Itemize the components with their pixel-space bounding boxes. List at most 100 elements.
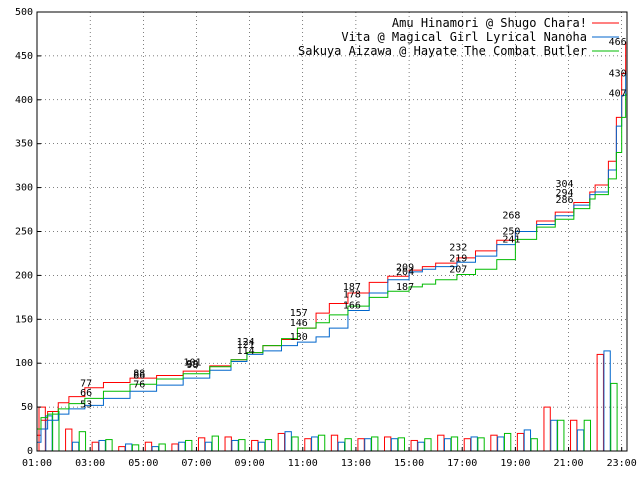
- y-tick-label: 350: [15, 139, 33, 150]
- hourly-bar: [576, 429, 585, 452]
- hourly-bar: [417, 441, 425, 452]
- hourly-bar: [251, 439, 259, 452]
- x-tick-label: 23:00: [607, 458, 637, 469]
- hourly-bar: [71, 441, 80, 452]
- grid: [37, 12, 627, 451]
- data-label: 124: [237, 337, 255, 348]
- data-label: 66: [80, 388, 92, 399]
- hourly-bar: [550, 419, 558, 452]
- hourly-bar: [197, 437, 206, 452]
- hourly-bar: [311, 436, 319, 452]
- hourly-bar: [516, 432, 525, 452]
- x-tick-label: 17:00: [447, 458, 477, 469]
- plot-frame: [36, 11, 628, 452]
- hourly-bar: [291, 436, 299, 452]
- hourly-bar: [277, 432, 286, 452]
- hourly-bar: [131, 444, 140, 452]
- data-label: 209: [396, 262, 414, 273]
- y-tick-label: 50: [21, 402, 33, 413]
- data-label: 466: [609, 37, 627, 48]
- hourly-bar: [264, 439, 273, 452]
- hourly-bar: [371, 436, 379, 452]
- data-label: 268: [502, 211, 520, 222]
- hourly-bar: [45, 415, 53, 452]
- series-line: [37, 73, 627, 443]
- y-tick-label: 150: [15, 314, 33, 325]
- x-tick-label: 05:00: [128, 458, 158, 469]
- data-label: 98: [186, 360, 198, 371]
- data-label: 157: [290, 308, 308, 319]
- series-line: [37, 41, 627, 436]
- hourly-bar: [557, 419, 565, 452]
- hourly-bar: [390, 438, 399, 452]
- data-label: 86: [133, 370, 145, 381]
- legend-label: Amu Hinamori @ Shugo Chara!: [392, 16, 587, 30]
- hourly-bar: [337, 441, 345, 452]
- hourly-bar: [543, 406, 551, 452]
- hourly-bar: [357, 438, 365, 452]
- hourly-bar: [497, 436, 505, 452]
- y-tick-label: 100: [15, 358, 33, 369]
- x-tick-label: 19:00: [500, 458, 530, 469]
- data-label: 219: [449, 254, 467, 265]
- hourly-bar: [211, 435, 219, 452]
- y-tick-label: 0: [27, 446, 33, 457]
- hourly-bar: [470, 436, 478, 452]
- hourly-bar: [125, 443, 133, 452]
- hourly-bar: [610, 382, 618, 452]
- hourly-bar: [65, 428, 73, 452]
- data-label: 114: [237, 346, 255, 357]
- hourly-bar: [437, 434, 445, 452]
- hourly-bar: [603, 350, 611, 452]
- data-label: 76: [133, 379, 145, 390]
- legend: Amu Hinamori @ Shugo Chara!Vita @ Magica…: [298, 16, 619, 58]
- hourly-bar: [91, 441, 99, 452]
- series-line: [37, 93, 627, 430]
- y-tick-label: 450: [15, 51, 33, 62]
- data-labels: 77 88 101 124 157 187 209 232 268 304 466 53 76 98 114…: [80, 37, 627, 411]
- hourly-bar: [364, 438, 372, 452]
- hourly-bar: [523, 429, 532, 452]
- hourly-bar: [151, 446, 159, 452]
- x-tick-label: 11:00: [288, 458, 318, 469]
- data-label: 294: [556, 188, 574, 199]
- hourly-bar: [231, 439, 239, 452]
- hourly-bar: [284, 431, 292, 452]
- data-label: 304: [556, 179, 574, 190]
- data-label: 77: [80, 378, 92, 389]
- series-lines: [37, 41, 627, 443]
- hourly-bar: [410, 439, 418, 452]
- x-tick-label: 15:00: [394, 458, 424, 469]
- hourly-bar: [463, 438, 472, 452]
- data-label: 187: [343, 282, 361, 293]
- hourly-bar: [304, 438, 312, 452]
- data-label: 178: [343, 290, 361, 301]
- hourly-bar: [477, 437, 485, 452]
- hourly-bar: [397, 437, 405, 452]
- y-tick-label: 400: [15, 95, 33, 106]
- hourly-bar: [178, 441, 186, 452]
- data-label: 232: [449, 242, 467, 253]
- data-label: 430: [609, 68, 627, 79]
- data-label: 88: [133, 369, 145, 380]
- hourly-bar: [530, 438, 538, 452]
- y-tick-label: 500: [15, 7, 33, 18]
- hourly-bar: [583, 419, 592, 452]
- data-label: 250: [502, 227, 520, 238]
- hourly-bar: [330, 434, 339, 452]
- x-tick-label: 01:00: [22, 458, 52, 469]
- hourly-bars: [38, 350, 618, 452]
- hourly-bar: [185, 439, 193, 452]
- x-tick-label: 07:00: [181, 458, 211, 469]
- x-tick-label: 09:00: [235, 458, 265, 469]
- hourly-bar: [224, 436, 232, 452]
- hourly-bar: [257, 441, 266, 452]
- hourly-bar: [503, 432, 512, 452]
- data-label: 101: [183, 357, 201, 368]
- hourly-bar: [344, 438, 352, 452]
- data-label: 166: [343, 300, 361, 311]
- y-tick-label: 300: [15, 183, 33, 194]
- x-tick-label: 21:00: [553, 458, 583, 469]
- hourly-bar: [317, 434, 326, 452]
- hourly-bar: [490, 434, 498, 452]
